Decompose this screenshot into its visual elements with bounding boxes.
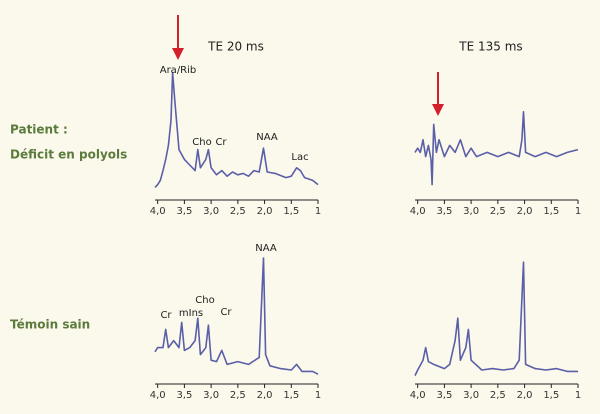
x-tick-label: 2,5 [230, 390, 246, 401]
x-tick-label: 4,0 [410, 206, 426, 217]
spectrum-line [414, 261, 578, 376]
row-label: Témoin sain [10, 318, 90, 332]
peak-label: NAA [255, 243, 277, 254]
x-tick-label: 3,0 [463, 206, 479, 217]
arrow [172, 15, 184, 60]
x-tick-label: 3,5 [436, 206, 452, 217]
peak-label: Ara/Rib [160, 65, 197, 76]
peak-label: Cr [160, 310, 172, 321]
x-tick-label: 3,5 [176, 206, 192, 217]
row-label: Déficit en polyols [10, 148, 127, 162]
x-tick-label: 2,5 [230, 206, 246, 217]
arrow [432, 72, 444, 116]
row-label: Patient : [10, 123, 68, 137]
x-tick-label: 1,5 [283, 206, 299, 217]
x-tick-label: 2,5 [490, 206, 506, 217]
x-tick-label: 3,0 [203, 206, 219, 217]
x-tick-label: 1 [575, 390, 581, 401]
x-tick-label: 4,0 [150, 390, 166, 401]
x-tick-label: 3,5 [436, 390, 452, 401]
x-tick-label: 2,0 [257, 206, 273, 217]
x-tick-label: 1 [315, 206, 321, 217]
column-title: TE 20 ms [207, 40, 264, 54]
x-tick-label: 2,0 [517, 206, 533, 217]
x-tick-label: 1 [575, 206, 581, 217]
peak-label: Cho [192, 137, 211, 148]
peak-label: Cr [215, 137, 227, 148]
x-tick-label: 1,5 [283, 390, 299, 401]
x-tick-label: 4,0 [410, 390, 426, 401]
spectrum-line [154, 71, 319, 188]
peak-label: Lac [291, 152, 308, 163]
peak-label: NAA [256, 132, 278, 143]
x-tick-label: 1,5 [543, 206, 559, 217]
column-title: TE 135 ms [458, 40, 522, 54]
spectrum-line [154, 257, 319, 375]
x-tick-label: 1 [315, 390, 321, 401]
x-tick-label: 4,0 [150, 206, 166, 217]
x-tick-label: 1,5 [543, 390, 559, 401]
peak-label: Cho [195, 295, 214, 306]
peak-label: Cr [220, 307, 232, 318]
x-tick-label: 3,0 [463, 390, 479, 401]
x-tick-label: 2,0 [257, 390, 273, 401]
x-tick-label: 3,0 [203, 390, 219, 401]
x-tick-label: 2,0 [517, 390, 533, 401]
x-tick-label: 2,5 [490, 390, 506, 401]
x-tick-label: 3,5 [176, 390, 192, 401]
spectrum-line [414, 111, 579, 186]
peak-label: mIns [179, 308, 203, 319]
